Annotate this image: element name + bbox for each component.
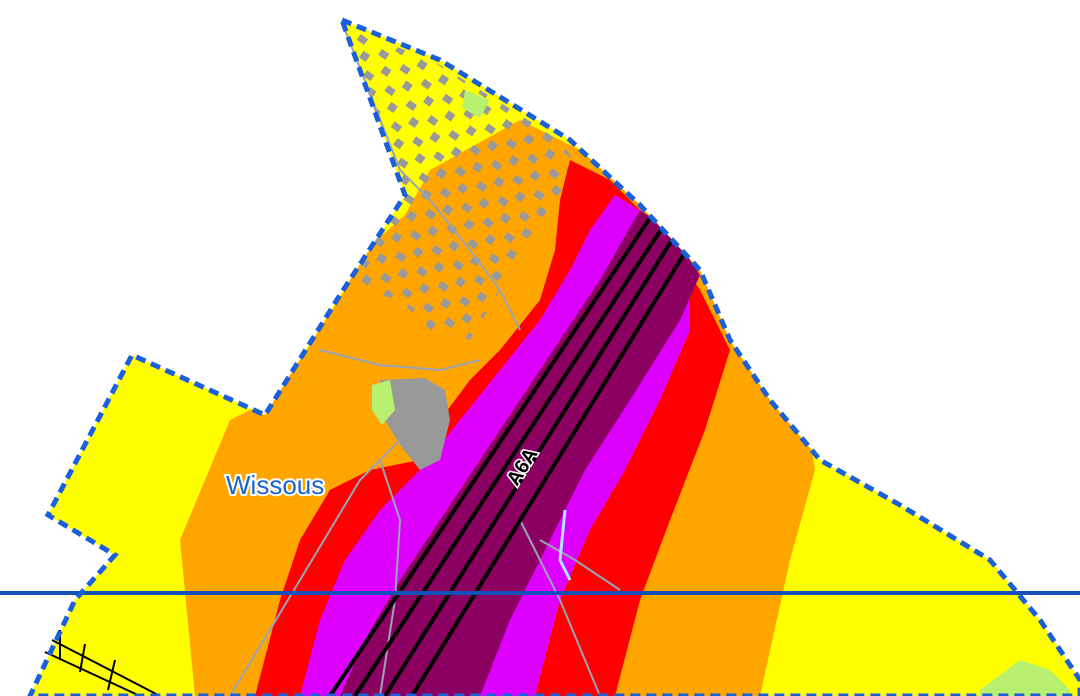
highway-a6a	[328, 216, 686, 696]
zone-extreme	[340, 210, 700, 696]
local-roads	[229, 29, 621, 696]
built-up-area	[380, 378, 450, 470]
green-patch	[980, 660, 1070, 696]
green-patch	[462, 90, 490, 118]
green-patch	[372, 380, 395, 425]
commune-label: Wissous	[226, 470, 324, 500]
residential-buildings	[345, 25, 580, 340]
